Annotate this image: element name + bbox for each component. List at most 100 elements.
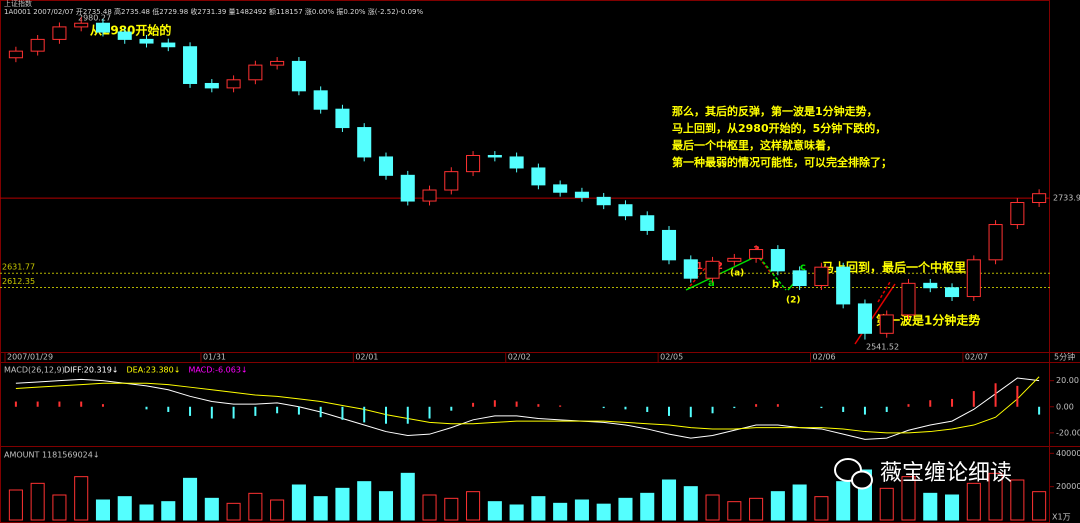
volume-bar <box>30 482 45 521</box>
y-unit: X1万 <box>1052 513 1071 522</box>
volume-bar <box>836 481 851 521</box>
candle-body <box>422 189 437 202</box>
candle-body <box>313 90 328 110</box>
candle-body <box>466 154 481 173</box>
candle-body <box>814 266 829 287</box>
volume-bar <box>117 496 132 521</box>
volume-bar <box>487 501 502 521</box>
volume-bar <box>901 476 916 521</box>
wave-line <box>759 257 787 291</box>
candle-body <box>618 204 633 217</box>
candle-body <box>1032 193 1047 204</box>
wave-line <box>854 283 896 345</box>
y-tick-label: 2733.9 <box>1053 194 1080 203</box>
legend-entry: DEA:23.380↓ <box>127 366 181 375</box>
volume-bar <box>640 492 655 521</box>
wave-line <box>877 281 891 303</box>
volume-bar <box>74 476 89 521</box>
low-label: 2541.52 <box>866 343 899 352</box>
volume-bar <box>1032 491 1047 521</box>
legend-entry: MACD:-6.063↓ <box>188 366 247 375</box>
annotation: 从2980开始的 <box>90 23 171 38</box>
watermark-icon <box>834 458 873 490</box>
quote-header: 1A0001 2007/02/07 开2735.48 高2735.48 低272… <box>4 7 423 16</box>
volume-bar <box>357 481 372 521</box>
volume-bar <box>95 499 110 521</box>
candle-body <box>836 266 851 305</box>
volume-bar <box>966 482 981 521</box>
wave-label: (2) <box>786 296 801 306</box>
candle-body <box>117 31 132 40</box>
volume-bar <box>204 497 219 521</box>
y-tick-label: 2631.77 <box>2 263 35 272</box>
volume-bar <box>444 497 459 521</box>
candle-body <box>749 249 764 259</box>
volume-bar <box>52 494 67 521</box>
candle-body <box>857 303 872 334</box>
volume-bar <box>618 497 633 521</box>
volume-bar <box>814 496 829 521</box>
wave-label: c <box>800 262 806 273</box>
x-tick-label: 02/02 <box>508 353 531 362</box>
volume-bar <box>422 494 437 521</box>
x-unit: 5分钟 <box>1054 352 1075 362</box>
volume-bar <box>879 487 894 521</box>
icon-bubble <box>851 470 873 490</box>
volume-bar <box>313 496 328 521</box>
volume-bar <box>661 479 677 521</box>
high-label: 2980.27 <box>78 14 111 23</box>
candle-body <box>553 184 568 193</box>
volume-bar <box>8 489 23 521</box>
legend-entry: DIFF:20.319↓ <box>64 366 119 375</box>
volume-bar <box>792 484 807 521</box>
candle-body <box>487 154 502 158</box>
annotation: 那么，其后的反弹，第一波是1分钟走势， <box>672 104 878 118</box>
candle-body <box>357 127 372 158</box>
wave-label: 1 <box>696 261 703 272</box>
volume-bar <box>139 504 154 521</box>
candle-body <box>74 22 89 28</box>
candle-body <box>226 79 241 89</box>
y-tick-label: -20.00 <box>1056 428 1080 437</box>
candle-body <box>509 156 524 169</box>
candle-body <box>661 229 677 261</box>
macd-title: MACD(26,12,9) <box>4 366 65 375</box>
candle-body <box>705 260 720 279</box>
x-tick-label: 02/01 <box>355 353 378 362</box>
candle-body <box>574 191 589 198</box>
candle-body <box>8 50 23 59</box>
x-tick-label: 02/07 <box>965 353 988 362</box>
candle-body <box>531 167 546 186</box>
macd-line <box>15 377 1040 440</box>
candle-body <box>901 282 916 316</box>
wave-label: a <box>708 278 715 289</box>
volume-bar <box>248 492 263 521</box>
volume-bar <box>270 499 285 521</box>
volume-bar <box>705 494 720 521</box>
volume-bar <box>1010 479 1025 521</box>
candle-body <box>727 257 742 262</box>
y-tick-label: 2612.35 <box>2 277 35 286</box>
volume-bar <box>574 499 589 521</box>
candle-body <box>204 82 219 89</box>
volume-bar <box>183 477 198 521</box>
volume-bar <box>400 472 415 521</box>
y-tick-label: 400000 <box>1056 449 1080 458</box>
candle-body <box>923 282 938 289</box>
y-tick-label: 200000 <box>1056 482 1080 491</box>
candle-body <box>95 22 110 33</box>
candle-body <box>291 60 306 92</box>
macd-line <box>15 376 1040 434</box>
volume-bar <box>988 472 1003 521</box>
candle-body <box>52 26 67 40</box>
annotation: 马上回到，最后一个中枢里 <box>822 260 966 275</box>
volume-bar <box>770 491 785 521</box>
volume-bar <box>335 487 350 521</box>
candle-body <box>444 171 459 191</box>
x-tick-label: 01/31 <box>203 353 226 362</box>
volume-bar <box>378 491 394 521</box>
volume-bar <box>291 484 306 521</box>
candle-body <box>792 270 807 287</box>
volume-bar <box>683 486 698 521</box>
